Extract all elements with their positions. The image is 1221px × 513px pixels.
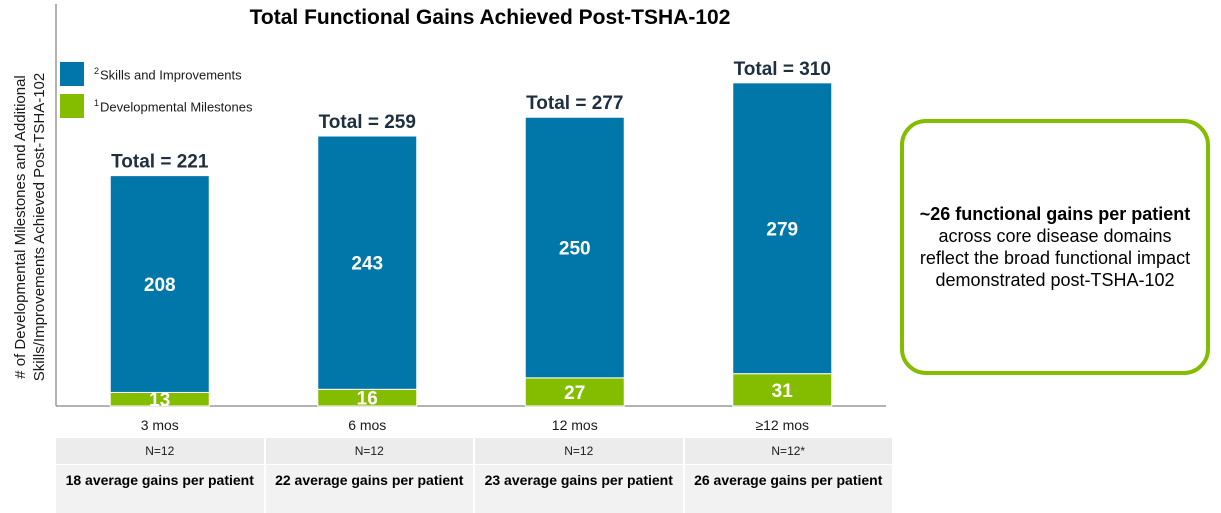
sample-size-cell: N=12: [266, 438, 475, 464]
total-label: Total = 259: [319, 112, 416, 133]
legend: 2Skills and Improvements 1Developmental …: [60, 60, 252, 124]
legend-sup-milestones: 1: [94, 97, 100, 108]
sample-size-cell: N=12: [56, 438, 266, 464]
callout-text: ~26 functional gains per patient across …: [918, 203, 1192, 291]
bar-skills: [524, 116, 625, 379]
legend-label-skills: Skills and Improvements: [100, 67, 242, 83]
callout-box: ~26 functional gains per patient across …: [900, 119, 1210, 375]
legend-swatch-skills: [60, 62, 84, 86]
average-gains-cell: 26 average gains per patient: [694, 472, 883, 488]
average-gains-cell: 22 average gains per patient: [266, 465, 475, 513]
bar-skills: [732, 82, 833, 375]
x-tick-label: 6 mos: [348, 417, 386, 433]
legend-label-milestones: Developmental Milestones: [100, 99, 253, 115]
x-tick-label: ≥12 mos: [755, 417, 809, 433]
data-label-skills: 208: [144, 275, 176, 296]
data-label-skills: 279: [766, 219, 798, 240]
bar-milestones: [732, 373, 833, 407]
chart-title: Total Functional Gains Achieved Post-TSH…: [249, 6, 731, 29]
average-gains-cell: 23 average gains per patient: [475, 465, 685, 513]
bar-skills: [317, 135, 418, 390]
x-tick-label: 12 mos: [552, 417, 598, 433]
sample-size-cell: N=12*: [771, 444, 806, 458]
data-label-milestones: 27: [564, 383, 585, 404]
callout-bold-text: ~26 functional gains per patient: [919, 204, 1191, 224]
sample-size-row: N=12 N=12 N=12 N=12*: [56, 438, 892, 464]
data-label-skills: 250: [559, 239, 591, 260]
total-label: Total = 277: [526, 93, 623, 114]
bar-milestones: [524, 377, 625, 407]
legend-item-skills: 2Skills and Improvements: [60, 60, 252, 88]
data-label-milestones: 16: [357, 389, 378, 410]
average-gains-row: 18 average gains per patient 22 average …: [56, 465, 892, 513]
legend-swatch-milestones: [60, 94, 84, 118]
data-label-skills: 243: [351, 254, 383, 275]
total-label: Total = 310: [734, 59, 831, 80]
average-gains-cell: 18 average gains per patient: [56, 465, 266, 513]
x-tick-label: 3 mos: [141, 417, 179, 433]
data-label-milestones: 31: [772, 381, 794, 402]
callout-rest-text: across core disease domains reflect the …: [919, 226, 1191, 290]
sample-size-cell: N=12: [475, 438, 685, 464]
total-label: Total = 221: [111, 152, 209, 173]
bar-skills: [109, 175, 210, 393]
legend-item-milestones: 1Developmental Milestones: [60, 92, 252, 120]
data-label-milestones: 13: [149, 390, 170, 411]
legend-sup-skills: 2: [94, 65, 100, 76]
